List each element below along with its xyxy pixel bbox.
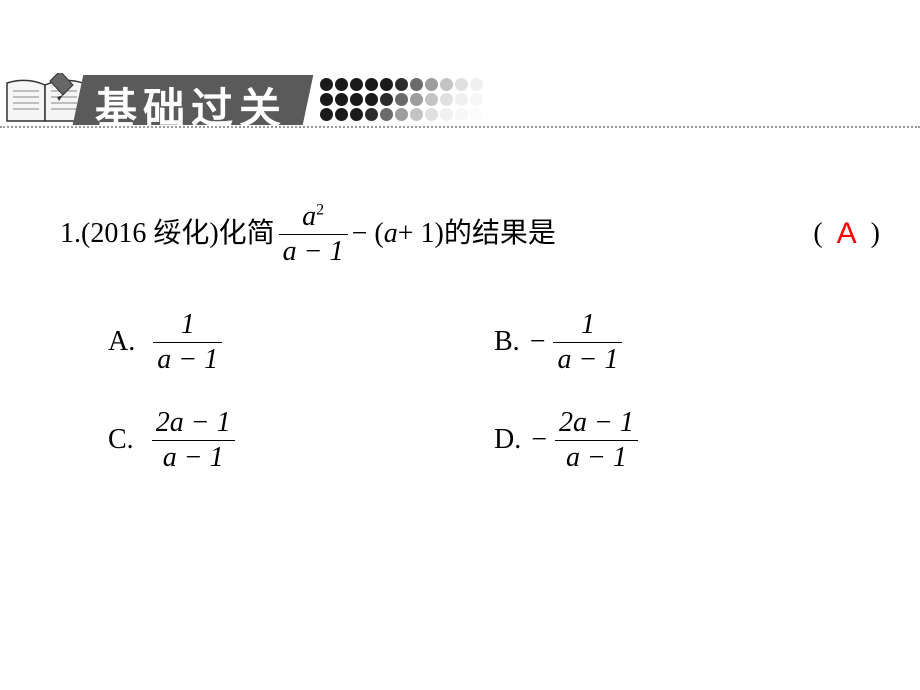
header-underline — [0, 126, 920, 128]
decorative-dot — [440, 93, 453, 106]
option-a-label: A. — [108, 317, 135, 367]
decorative-dot — [335, 108, 348, 121]
decorative-dot — [320, 78, 333, 91]
decorative-dot — [425, 108, 438, 121]
option-c: C. 2a − 1 a − 1 — [108, 406, 494, 474]
decorative-dot — [350, 78, 363, 91]
option-a: A. 1 a − 1 — [108, 308, 494, 376]
decorative-dot — [365, 78, 378, 91]
option-d-fraction: 2a − 1 a − 1 — [555, 406, 638, 474]
option-b: B. − 1 a − 1 — [494, 308, 880, 376]
option-d-label: D. — [494, 415, 521, 465]
decorative-dot — [395, 78, 408, 91]
option-c-fraction: 2a − 1 a − 1 — [152, 406, 235, 474]
option-b-label: B. — [494, 317, 520, 367]
option-b-fraction: 1 a − 1 — [553, 308, 622, 376]
question-source: (2016 绥化) — [81, 209, 219, 259]
answer-paren-close: ) — [871, 209, 880, 259]
answer-letter: A — [837, 207, 857, 261]
decorative-dot — [425, 78, 438, 91]
decorative-dot — [470, 108, 483, 121]
option-a-fraction: 1 a − 1 — [153, 308, 222, 376]
decorative-dot — [410, 108, 423, 121]
decorative-dot — [455, 78, 468, 91]
decorative-dot — [410, 93, 423, 106]
decorative-dot — [335, 78, 348, 91]
minus-open: − ( — [352, 209, 384, 259]
decorative-dots — [320, 78, 485, 123]
decorative-dot — [440, 108, 453, 121]
decorative-dot — [395, 108, 408, 121]
decorative-dot — [380, 93, 393, 106]
decorative-dot — [470, 93, 483, 106]
decorative-dot — [395, 93, 408, 106]
decorative-dot — [440, 78, 453, 91]
plus-close: + 1) — [398, 209, 444, 259]
decorative-dot — [455, 93, 468, 106]
decorative-dot — [455, 108, 468, 121]
question-prefix: 化简 — [219, 209, 275, 259]
question-number: 1. — [60, 209, 81, 259]
main-fraction: a2 a − 1 — [279, 200, 348, 268]
mid-expr: a — [384, 209, 398, 259]
decorative-dot — [350, 93, 363, 106]
decorative-dot — [320, 108, 333, 121]
decorative-dot — [380, 108, 393, 121]
option-c-label: C. — [108, 415, 134, 465]
options-grid: A. 1 a − 1 B. − 1 a − 1 C. 2a − 1 a − — [108, 308, 880, 474]
decorative-dot — [335, 93, 348, 106]
decorative-dot — [425, 93, 438, 106]
option-d: D. − 2a − 1 a − 1 — [494, 406, 880, 474]
decorative-dot — [380, 78, 393, 91]
decorative-dot — [350, 108, 363, 121]
decorative-dot — [365, 108, 378, 121]
answer-paren-open: ( — [813, 209, 822, 259]
question-suffix: 的结果是 — [444, 209, 556, 259]
decorative-dot — [410, 78, 423, 91]
decorative-dot — [320, 93, 333, 106]
decorative-dot — [470, 78, 483, 91]
question-content: 1. (2016 绥化) 化简 a2 a − 1 − ( a + 1) 的结果是… — [60, 200, 880, 475]
decorative-dot — [365, 93, 378, 106]
question-stem: 1. (2016 绥化) 化简 a2 a − 1 − ( a + 1) 的结果是… — [60, 200, 880, 268]
